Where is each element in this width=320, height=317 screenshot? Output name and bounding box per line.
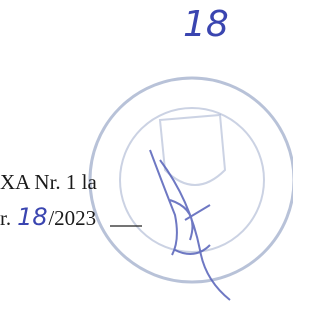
handwritten-mark: 18 xyxy=(183,4,229,45)
page: 18 XA Nr. 1 la r. 18/2023 xyxy=(0,0,293,317)
annex-line-1: XA Nr. 1 la xyxy=(0,170,97,195)
line-suffix: /2023 xyxy=(48,206,96,230)
handwritten-number: 18 xyxy=(16,203,48,231)
annex-line-2: r. 18/2023 xyxy=(0,203,96,231)
line-prefix: r. xyxy=(0,206,11,230)
stamp-layer xyxy=(0,0,293,317)
